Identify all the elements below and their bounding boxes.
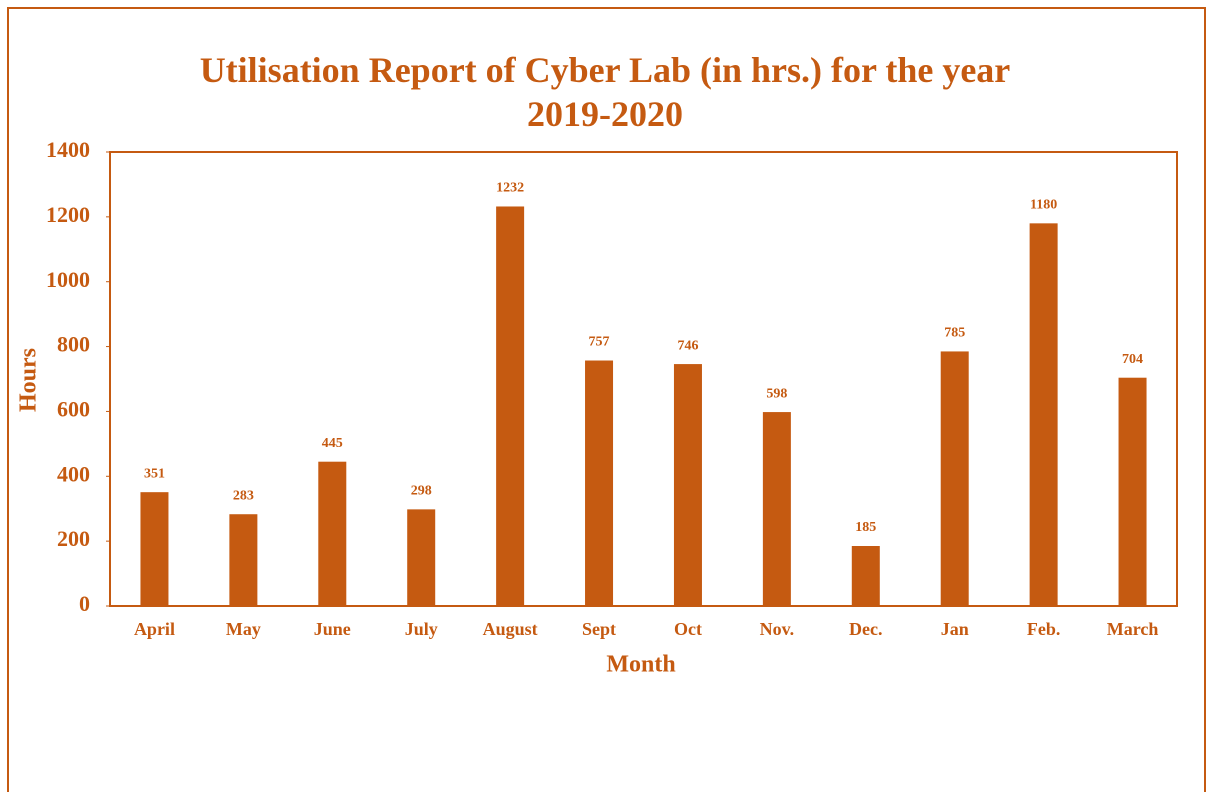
y-tick-label: 0	[79, 591, 90, 616]
x-tick-label: Feb.	[1027, 619, 1061, 639]
bar	[1029, 223, 1058, 607]
y-tick-label: 200	[57, 526, 90, 551]
bar	[496, 206, 525, 607]
y-tick-label: 800	[57, 332, 90, 357]
data-label: 746	[677, 338, 698, 353]
data-label: 351	[144, 466, 165, 481]
data-label: 785	[944, 326, 965, 341]
bar	[1118, 377, 1147, 606]
x-axis-title: Month	[606, 652, 675, 678]
x-tick-label: April	[134, 619, 175, 639]
plot-border	[109, 151, 1178, 607]
bar	[940, 351, 969, 606]
data-label: 598	[766, 386, 787, 401]
bar	[851, 546, 880, 606]
bar	[229, 514, 258, 606]
y-tick-label: 400	[57, 461, 90, 486]
bar	[673, 364, 702, 606]
x-tick-label: July	[405, 619, 438, 639]
bar	[140, 492, 169, 606]
data-label: 704	[1122, 352, 1143, 367]
x-tick-label: Oct	[674, 619, 702, 639]
x-tick-label: Jan	[941, 619, 969, 639]
data-label: 445	[322, 436, 343, 451]
x-tick-label: June	[314, 619, 351, 639]
page-border	[7, 7, 1206, 792]
bar	[762, 412, 791, 606]
data-label: 283	[233, 488, 254, 503]
y-tick-label: 1400	[46, 137, 90, 162]
y-axis-title: Hours	[16, 348, 42, 412]
bar	[585, 360, 614, 606]
data-label: 757	[589, 335, 610, 350]
data-label: 185	[855, 520, 876, 535]
x-tick-label: Dec.	[849, 619, 882, 639]
x-tick-label: Sept	[582, 619, 616, 639]
bar	[318, 461, 347, 606]
x-tick-label: May	[226, 619, 261, 639]
x-tick-label: Nov.	[760, 619, 795, 639]
y-tick-label: 600	[57, 396, 90, 421]
y-tick-label: 1000	[46, 267, 90, 292]
y-tick-label: 1200	[46, 202, 90, 227]
data-label: 298	[411, 484, 432, 499]
chart-title: Utilisation Report of Cyber Lab (in hrs.…	[199, 50, 1011, 134]
data-label: 1180	[1030, 198, 1057, 213]
data-label: 1232	[496, 181, 524, 196]
x-tick-label: August	[483, 619, 538, 639]
bar	[407, 509, 436, 606]
x-tick-label: March	[1107, 619, 1159, 639]
